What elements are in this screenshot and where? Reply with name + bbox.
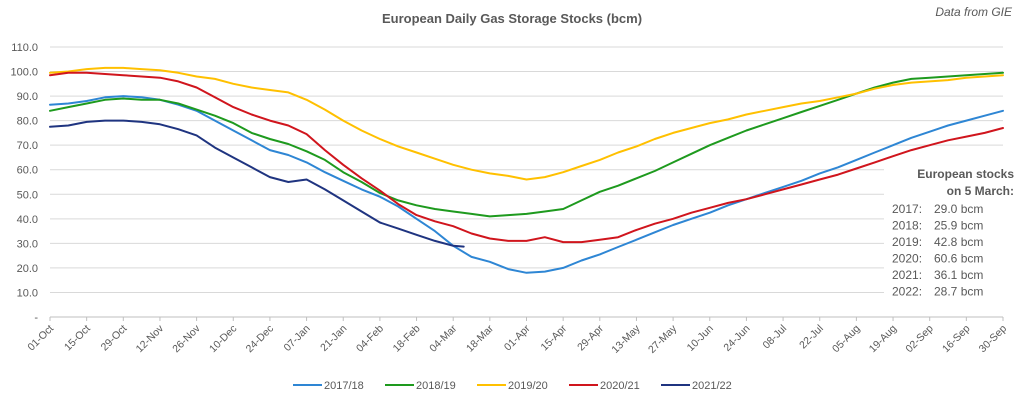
annotation-year: 2019: [892, 235, 922, 249]
series-line-2021-22 [49, 119, 465, 248]
legend-item: 2017/18 [293, 380, 364, 392]
x-tick-label: 01-Oct [25, 323, 56, 354]
march-stocks-annotation: European stocks on 5 March: 2017: 29.0 bc… [884, 163, 1024, 309]
annotation-value: 28.7 bcm [934, 285, 983, 299]
source-note: Data from GIE [935, 5, 1013, 19]
annotation-heading-1: European stocks [917, 167, 1014, 181]
x-tick-label: 15-Apr [539, 322, 570, 353]
y-axis: - 10.0 20.0 30.0 40.0 50.0 60.0 70.0 80.0 90.0 100… [10, 42, 38, 324]
x-tick-label: 18-Mar [464, 322, 496, 354]
x-tick-label: 05-Aug [830, 323, 863, 356]
legend-label: 2019/20 [508, 380, 548, 392]
annotation-background [884, 163, 1024, 309]
legend-item: 2019/20 [477, 380, 548, 392]
y-tick-label: 80.0 [17, 116, 38, 128]
x-tick-label: 29-Oct [99, 323, 130, 354]
x-tick-label: 13-May [609, 322, 643, 356]
y-tick-label: 30.0 [17, 238, 38, 250]
y-tick-label: 40.0 [17, 214, 38, 226]
x-tick-label: 12-Nov [134, 322, 167, 355]
x-tick-label: 22-Jul [797, 323, 826, 352]
x-tick-label: 01-Apr [502, 322, 533, 353]
legend: 2017/18 2018/19 2019/20 2020/21 2021/22 [293, 380, 732, 392]
x-tick-label: 04-Mar [427, 322, 459, 354]
legend-label: 2017/18 [324, 380, 364, 392]
x-tick-label: 10-Jun [685, 323, 716, 354]
legend-item: 2018/19 [385, 380, 456, 392]
x-tick-label: 26-Nov [170, 322, 203, 355]
x-tick-label: 19-Aug [867, 323, 900, 356]
x-tick-label: 10-Dec [207, 323, 239, 355]
legend-label: 2021/22 [692, 380, 732, 392]
annotation-year: 2021: [892, 268, 922, 282]
annotation-year: 2022: [892, 285, 922, 299]
y-tick-label: 20.0 [17, 263, 38, 275]
y-tick-label: 90.0 [17, 91, 38, 103]
legend-item: 2021/22 [661, 380, 732, 392]
annotation-value: 25.9 bcm [934, 219, 983, 233]
x-tick-label: 15-Oct [62, 323, 93, 354]
y-tick-label: 10.0 [17, 287, 38, 299]
series-line-2020-21 [49, 71, 1004, 244]
legend-label: 2018/19 [416, 380, 456, 392]
annotation-value: 36.1 bcm [934, 268, 983, 282]
y-tick-label: 70.0 [17, 140, 38, 152]
series-line-2017-18 [49, 95, 1004, 274]
annotation-year: 2020: [892, 252, 922, 266]
annotation-year: 2017: [892, 202, 922, 216]
chart-title: European Daily Gas Storage Stocks (bcm) [382, 11, 642, 26]
y-tick-label: 50.0 [17, 189, 38, 201]
gridlines [50, 46, 1003, 293]
series-lines [49, 66, 1004, 274]
annotation-value: 42.8 bcm [934, 235, 983, 249]
annotation-value: 60.6 bcm [934, 252, 983, 266]
x-axis: 01-Oct 15-Oct 29-Oct 12-Nov 26-Nov 10-Dec 24-D… [25, 316, 1010, 356]
legend-item: 2020/21 [569, 380, 640, 392]
y-tick-label: 60.0 [17, 165, 38, 177]
series-line-2019-20 [49, 66, 1004, 181]
x-tick-label: 24-Dec [244, 323, 276, 355]
x-tick-label: 07-Jan [282, 323, 313, 354]
annotation-heading-2: on 5 March: [947, 184, 1014, 198]
legend-label: 2020/21 [600, 380, 640, 392]
x-tick-label: 08-Jul [760, 323, 789, 352]
y-tick-label: - [34, 312, 38, 324]
x-tick-label: 29-Apr [575, 322, 606, 353]
x-tick-label: 02-Sep [903, 323, 936, 356]
x-tick-label: 18-Feb [391, 323, 423, 355]
series-line-2018-19 [49, 71, 1004, 218]
y-tick-label: 110.0 [11, 42, 38, 54]
y-tick-label: 100.0 [10, 67, 38, 79]
x-tick-label: 16-Sep [940, 323, 973, 356]
annotation-value: 29.0 bcm [934, 202, 983, 216]
x-tick-label: 30-Sep [977, 323, 1010, 356]
x-tick-label: 27-May [646, 322, 680, 356]
x-tick-label: 24-Jun [721, 323, 752, 354]
x-tick-label: 04-Feb [354, 323, 386, 355]
x-tick-label: 21-Jan [318, 323, 349, 354]
annotation-year: 2018: [892, 219, 922, 233]
